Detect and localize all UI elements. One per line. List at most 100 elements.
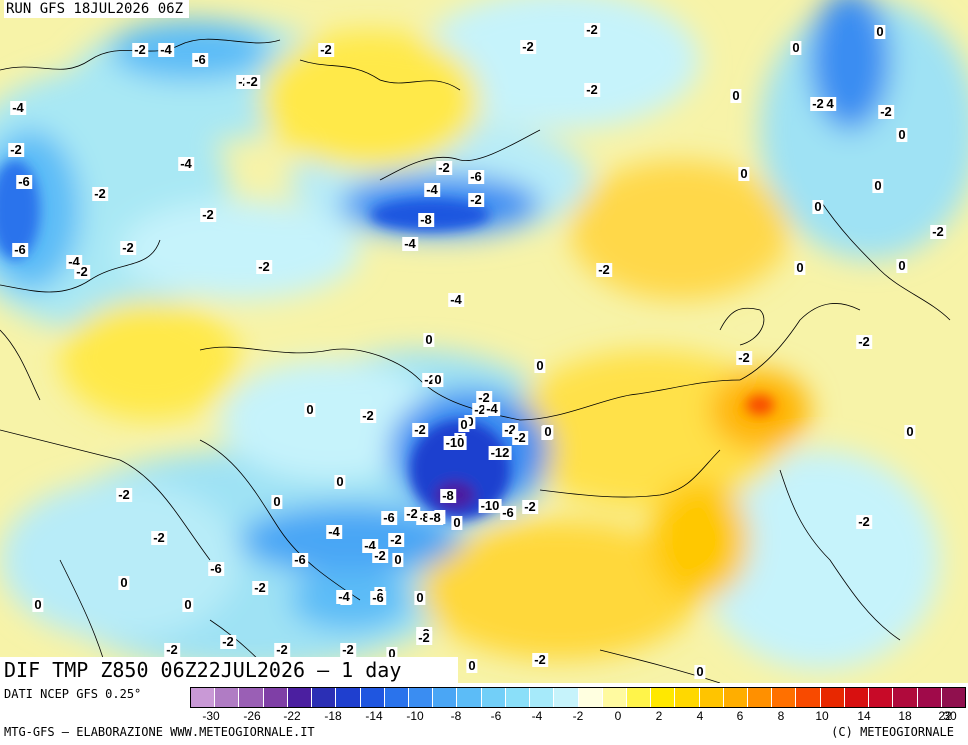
contour-label: -2 [274,642,290,657]
contour-label: 0 [534,358,546,373]
color-swatch [941,688,965,707]
contour-label: 0 [874,24,886,39]
scale-tick-label: -10 [406,709,424,723]
scale-tick-label: 14 [857,709,871,723]
scale-tick-label: 4 [696,709,704,723]
contour-label: -2 [340,642,356,657]
scale-tick-label: 10 [815,709,829,723]
color-swatch [651,688,676,707]
contour-label: -2 [596,262,612,277]
contour-label: 0 [386,646,398,661]
contour-label: -2 [164,642,180,657]
contour-label: -2 [318,42,334,57]
color-swatch [287,688,313,707]
contour-label: 0 [542,424,554,439]
scale-tick-label: -30 [202,709,220,723]
scale-tick-label: -4 [531,709,543,723]
scale-tick-label: 22 [938,709,952,723]
color-swatch [820,688,845,707]
color-swatch [408,688,434,707]
contour-label: -2 [532,652,548,667]
contour-label: -2 [476,390,492,405]
contour-label: -6 [468,169,484,184]
color-swatch [191,688,216,707]
color-swatch [578,688,603,707]
color-swatch [312,688,337,707]
scale-tick-label: -22 [283,709,301,723]
contour-label: -2 [584,22,600,37]
contour-label: -2 [256,259,272,274]
color-swatch [554,688,579,707]
contour-label: -6 [292,552,308,567]
contour-label: 0 [794,260,806,275]
data-source: DATI NCEP GFS 0.25° [4,687,142,701]
contour-label: -2 [8,142,24,157]
color-swatch [263,688,288,707]
contour-label: 0 [872,178,884,193]
contour-label: -4 [326,524,342,539]
scale-tick-label: 2 [655,709,663,723]
contour-label: -8 [427,510,443,525]
contour-label: -4 [448,292,464,307]
color-swatch [844,688,870,707]
color-swatch [748,688,773,707]
contour-label: 0 [896,258,908,273]
contour-label: -6 [370,590,386,605]
contour-label: -4 [10,100,26,115]
contour-label: -4 [484,401,500,416]
contour-label: -2 [412,422,428,437]
contour-label: -4 [178,156,194,171]
color-swatch [530,688,555,707]
contour-label: -2 [404,506,420,521]
contour-label: -2 [468,192,484,207]
contour-label: -2 [878,104,894,119]
color-swatch [433,688,458,707]
color-swatch [384,688,409,707]
contour-label: -4 [158,42,174,57]
contour-label: -2 [200,207,216,222]
color-swatch [917,688,942,707]
color-scale-bar [190,687,966,708]
contour-label: -2 [856,514,872,529]
contour-label: 0 [182,597,194,612]
contour-label: 0 [423,332,435,347]
contour-label: -6 [16,174,32,189]
contour-label: -6 [192,52,208,67]
color-swatch [239,688,264,707]
contour-label: 0 [896,127,908,142]
color-swatch [699,688,724,707]
contour-label: 0 [392,552,404,567]
contour-label: 0 [466,658,478,673]
contour-label: -2 [252,580,268,595]
scale-tick-label: -18 [324,709,342,723]
contour-label: -2 [244,74,260,89]
run-title: RUN GFS 18JUL2026 06Z [4,0,190,18]
contour-label: -2 [810,96,826,111]
temperature-difference-map: -2-4-6-2-2-4-2-4-6-2-2-2-2-6-4-2-2-2-2-2… [0,0,968,683]
contour-label: 0 [904,424,916,439]
contour-label: 0 [738,166,750,181]
scale-tick-label: 8 [777,709,785,723]
contour-label: -2 [120,240,136,255]
contour-label: -2 [372,548,388,563]
contour-label: 0 [464,414,476,429]
contour-label: 0 [32,597,44,612]
scale-tick-label: -26 [243,709,261,723]
scale-tick-label: -8 [450,709,462,723]
scale-tick-label: -6 [490,709,502,723]
contour-label: -6 [381,510,397,525]
credit-text: MTG-GFS – ELABORAZIONE WWW.METEOGIORNALE… [4,725,315,739]
color-swatch [505,688,531,707]
scale-tick-label: 18 [898,709,912,723]
contour-label: 0 [432,372,444,387]
contour-label: -2 [132,42,148,57]
contour-label: -6 [12,242,28,257]
contour-label: -4 [424,182,440,197]
contour-label: -4 [402,236,418,251]
contour-label: -6 [500,505,516,520]
color-swatch [893,688,918,707]
contour-label: 0 [118,575,130,590]
contour-label: -2 [584,82,600,97]
color-swatch [602,688,627,707]
